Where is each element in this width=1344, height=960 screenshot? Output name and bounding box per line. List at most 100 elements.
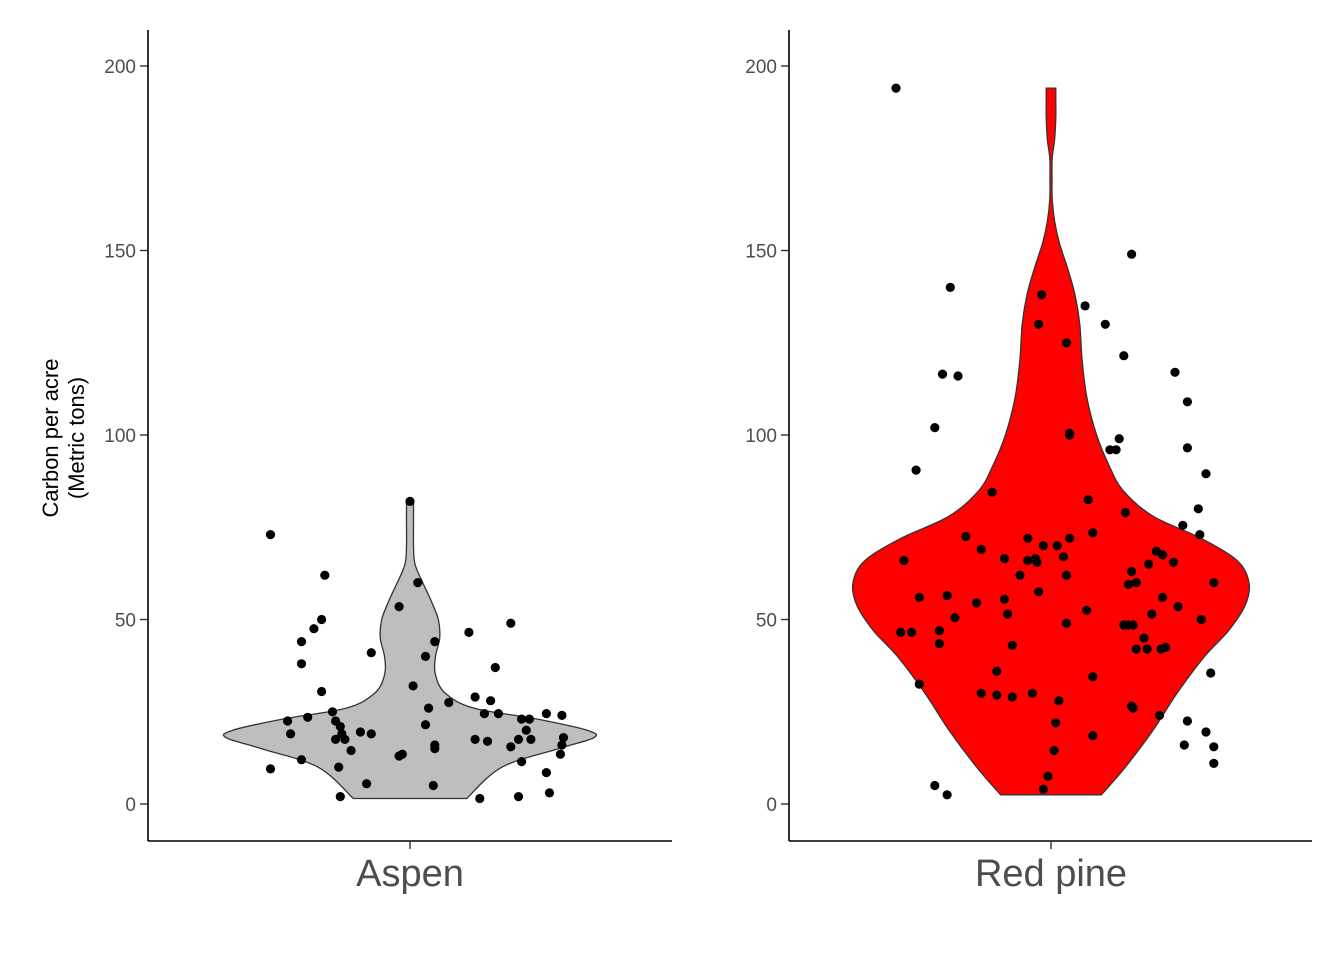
data-point-red-pine-11 — [934, 626, 945, 636]
data-point-aspen-49 — [506, 742, 516, 752]
data-point-red-pine-72 — [1127, 701, 1137, 711]
data-point-red-pine-15 — [961, 531, 971, 542]
data-point-aspen-52 — [517, 757, 527, 767]
data-point-aspen-63 — [557, 710, 567, 721]
data-point-red-pine-1 — [911, 465, 921, 475]
data-point-aspen-5 — [296, 659, 307, 669]
data-point-red-pine-52 — [1080, 301, 1090, 311]
data-point-red-pine-8 — [937, 369, 948, 379]
data-point-aspen-42 — [475, 793, 485, 804]
data-point-aspen-40 — [470, 692, 480, 702]
data-point-aspen-3 — [286, 729, 296, 739]
data-point-red-pine-58 — [1100, 319, 1110, 329]
data-point-aspen-28 — [405, 496, 415, 506]
data-point-red-pine-84 — [1170, 367, 1180, 377]
data-point-red-pine-69 — [1119, 620, 1129, 630]
data-point-aspen-47 — [490, 662, 500, 673]
y-tick-label-red-pine-0: 0 — [766, 795, 777, 816]
data-point-aspen-2 — [283, 716, 293, 726]
violin-red-pine — [851, 87, 1251, 796]
data-point-red-pine-47 — [1061, 570, 1072, 580]
data-point-aspen-41 — [470, 734, 480, 745]
data-point-red-pine-61 — [1119, 351, 1129, 361]
y-tick-label-aspen-50: 50 — [115, 611, 136, 632]
data-point-red-pine-38 — [1038, 541, 1048, 551]
data-point-aspen-21 — [355, 727, 365, 737]
points-layer-red-pine — [891, 83, 1219, 800]
data-point-red-pine-36 — [1032, 557, 1042, 567]
data-point-aspen-23 — [366, 648, 376, 658]
data-point-red-pine-37 — [1034, 587, 1044, 597]
data-point-aspen-38 — [444, 697, 454, 708]
data-point-red-pine-44 — [1054, 696, 1064, 706]
data-point-aspen-30 — [413, 578, 423, 588]
data-point-aspen-13 — [331, 734, 341, 745]
data-point-red-pine-98 — [1206, 668, 1216, 678]
data-point-red-pine-60 — [1114, 434, 1124, 444]
data-point-aspen-45 — [486, 696, 496, 706]
data-point-red-pine-85 — [1158, 592, 1168, 603]
data-point-red-pine-100 — [1209, 758, 1219, 769]
data-point-aspen-8 — [309, 624, 319, 634]
y-axis-red-pine: 0 50 100 150 200 — [745, 57, 789, 816]
data-point-red-pine-62 — [1111, 445, 1121, 455]
data-point-red-pine-55 — [1088, 528, 1098, 538]
data-point-red-pine-97 — [1209, 578, 1219, 588]
data-point-red-pine-31 — [1023, 533, 1033, 543]
data-point-aspen-18 — [335, 792, 345, 802]
y-axis-aspen: 0 50 100 150 200 — [104, 57, 148, 816]
y-tick-label-red-pine-150: 150 — [745, 242, 777, 263]
data-point-red-pine-77 — [1147, 609, 1157, 619]
data-point-red-pine-29 — [1015, 570, 1025, 580]
data-point-aspen-20 — [346, 745, 356, 756]
data-point-red-pine-66 — [1123, 579, 1134, 590]
data-point-aspen-19 — [340, 734, 350, 745]
data-point-red-pine-0 — [891, 83, 901, 93]
data-point-red-pine-51 — [1061, 618, 1072, 628]
data-point-red-pine-42 — [1051, 718, 1061, 728]
data-point-red-pine-54 — [1082, 605, 1092, 615]
data-point-red-pine-17 — [976, 544, 986, 555]
y-tick-label-aspen-200: 200 — [104, 57, 136, 78]
data-point-red-pine-39 — [1038, 784, 1048, 794]
data-point-red-pine-83 — [1168, 557, 1179, 567]
data-point-aspen-62 — [558, 733, 569, 743]
data-point-red-pine-18 — [976, 688, 986, 698]
data-point-aspen-34 — [430, 637, 440, 647]
data-point-aspen-59 — [544, 788, 555, 798]
data-point-aspen-33 — [420, 651, 431, 662]
data-point-aspen-51 — [517, 714, 527, 724]
data-point-red-pine-43 — [1052, 541, 1062, 551]
data-point-red-pine-24 — [999, 594, 1010, 604]
data-point-red-pine-10 — [930, 423, 940, 433]
data-point-aspen-17 — [334, 762, 344, 772]
data-point-red-pine-46 — [1061, 338, 1072, 348]
data-point-aspen-50 — [513, 734, 524, 745]
data-point-red-pine-68 — [1131, 578, 1141, 588]
data-point-red-pine-49 — [1065, 430, 1075, 440]
data-point-aspen-39 — [464, 627, 474, 638]
data-point-red-pine-23 — [992, 690, 1002, 700]
data-point-red-pine-90 — [1179, 740, 1189, 750]
y-axis-title-line-2: (Metric tons) — [64, 377, 89, 499]
data-point-red-pine-12 — [934, 638, 945, 649]
data-point-red-pine-76 — [1144, 559, 1154, 569]
data-point-red-pine-13 — [942, 590, 952, 601]
data-point-aspen-56 — [526, 734, 536, 745]
data-point-aspen-29 — [408, 681, 418, 691]
y-tick-label-aspen-0: 0 — [125, 795, 136, 816]
y-tick-label-red-pine-50: 50 — [756, 611, 777, 632]
data-point-aspen-24 — [366, 729, 376, 739]
data-point-aspen-37 — [428, 780, 438, 791]
data-point-red-pine-92 — [1193, 504, 1203, 514]
data-point-aspen-12 — [327, 707, 338, 717]
data-point-red-pine-16 — [972, 598, 982, 608]
data-point-red-pine-75 — [1142, 644, 1152, 654]
data-point-aspen-25 — [394, 602, 404, 612]
data-point-red-pine-2 — [906, 627, 917, 638]
data-point-aspen-53 — [513, 792, 524, 802]
data-point-aspen-1 — [265, 764, 276, 774]
data-point-red-pine-5 — [914, 592, 924, 603]
data-point-aspen-58 — [541, 768, 552, 778]
